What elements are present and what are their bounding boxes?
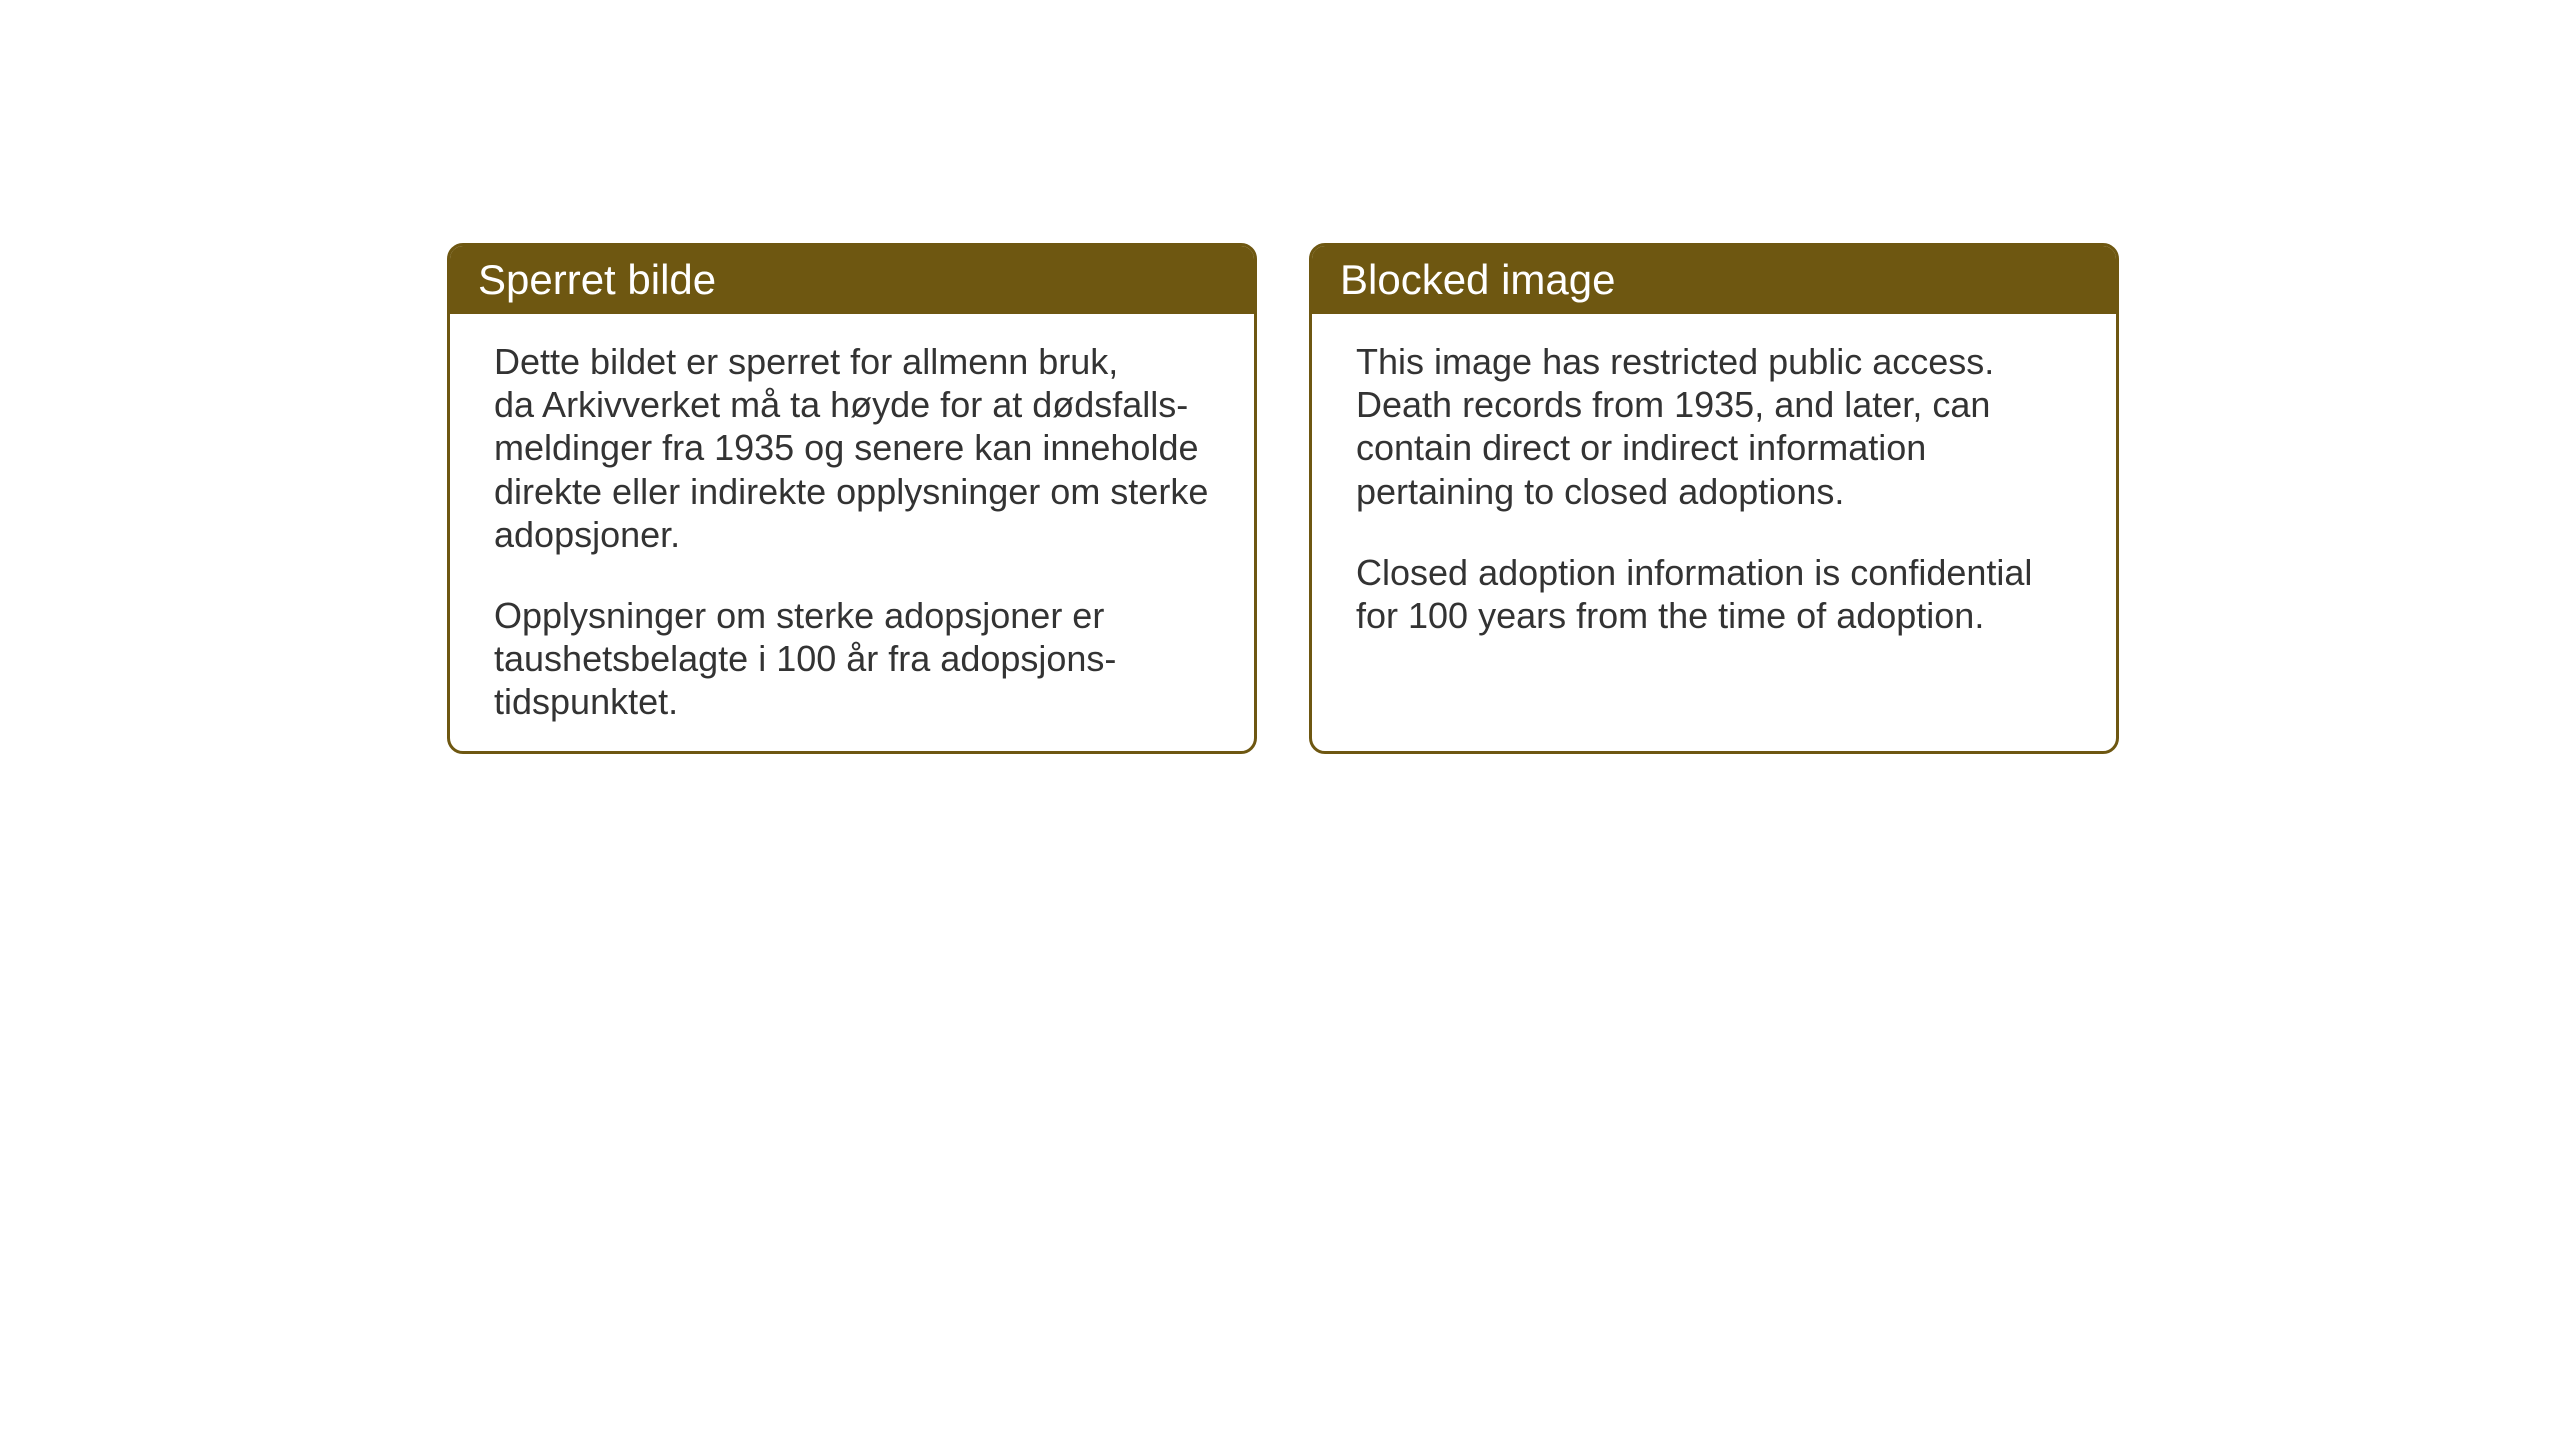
cards-container: Sperret bilde Dette bildet er sperret fo…: [0, 0, 2560, 754]
card-header-english: Blocked image: [1312, 246, 2116, 314]
card-paragraph-2-english: Closed adoption information is confident…: [1356, 551, 2072, 637]
card-paragraph-1-norwegian: Dette bildet er sperret for allmenn bruk…: [494, 340, 1210, 556]
card-body-english: This image has restricted public access.…: [1312, 314, 2116, 663]
card-body-norwegian: Dette bildet er sperret for allmenn bruk…: [450, 314, 1254, 750]
card-norwegian: Sperret bilde Dette bildet er sperret fo…: [447, 243, 1257, 754]
card-title-norwegian: Sperret bilde: [478, 256, 716, 303]
card-paragraph-1-english: This image has restricted public access.…: [1356, 340, 2072, 513]
card-title-english: Blocked image: [1340, 256, 1615, 303]
card-header-norwegian: Sperret bilde: [450, 246, 1254, 314]
card-paragraph-2-norwegian: Opplysninger om sterke adopsjoner ertaus…: [494, 594, 1210, 724]
card-english: Blocked image This image has restricted …: [1309, 243, 2119, 754]
